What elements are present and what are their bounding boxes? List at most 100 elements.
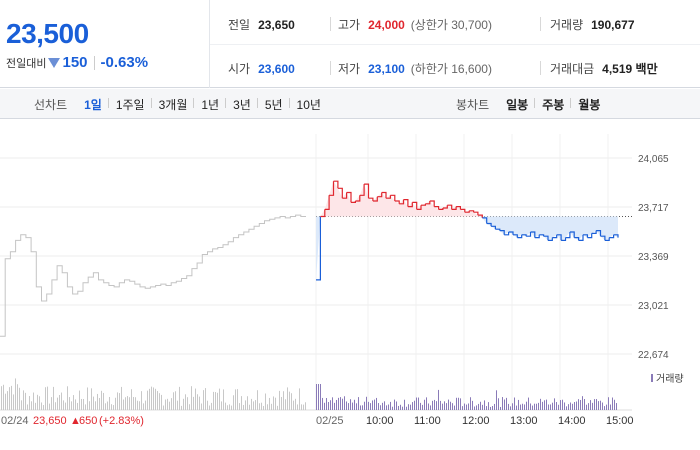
stat-value: 24,000 bbox=[368, 17, 405, 32]
volume-bar bbox=[408, 404, 409, 410]
volume-bar bbox=[474, 406, 475, 410]
volume-bar bbox=[398, 405, 399, 410]
volume-bar bbox=[522, 403, 523, 410]
period-1y[interactable]: 1년 bbox=[193, 96, 226, 113]
volume-bar bbox=[464, 403, 465, 410]
volume-bar bbox=[167, 398, 168, 410]
period-5y[interactable]: 5년 bbox=[256, 96, 290, 113]
volume-bar bbox=[295, 398, 296, 410]
volume-bar bbox=[181, 405, 182, 410]
change-value: 150 bbox=[62, 54, 88, 71]
volume-bar bbox=[586, 404, 587, 410]
volume-legend-label: 거래량 bbox=[656, 373, 684, 385]
today-line-segment bbox=[342, 192, 348, 199]
volume-bar bbox=[346, 401, 347, 410]
current-price: 23,500 bbox=[6, 18, 89, 49]
volume-bar bbox=[572, 403, 573, 410]
prev-day-up-icon: ▲ bbox=[70, 415, 81, 427]
volume-bar bbox=[213, 391, 214, 410]
volume-bar bbox=[199, 396, 200, 410]
volume-bar bbox=[540, 398, 541, 410]
volume-bar bbox=[422, 404, 423, 410]
stat-label: 거래량 bbox=[550, 18, 584, 32]
volume-bar bbox=[165, 399, 166, 410]
candle-daily[interactable]: 일봉 bbox=[506, 97, 529, 112]
volume-bar bbox=[334, 402, 335, 410]
volume-bar bbox=[47, 386, 48, 410]
period-3y[interactable]: 3년 bbox=[225, 96, 258, 113]
volume-bar bbox=[610, 404, 611, 410]
volume-bar bbox=[402, 406, 403, 410]
volume-bar bbox=[45, 387, 46, 410]
stat-label: 저가 bbox=[338, 62, 361, 76]
volume-bar bbox=[233, 395, 234, 410]
volume-bar bbox=[7, 391, 8, 410]
today-line-segment bbox=[604, 237, 610, 241]
today-line-segment bbox=[587, 233, 593, 239]
volume-bar bbox=[458, 397, 459, 410]
volume-bar bbox=[580, 399, 581, 410]
today-line-segment bbox=[526, 232, 532, 237]
upper-limit: (상한가 30,700) bbox=[410, 18, 492, 32]
volume-bar bbox=[19, 387, 20, 410]
volume-bar bbox=[594, 399, 595, 410]
volume-bar bbox=[528, 397, 529, 410]
volume-bar bbox=[67, 386, 68, 410]
candle-chart-periods: 봉차트 일봉 주봉 월봉 bbox=[456, 89, 607, 119]
volume-bar bbox=[205, 388, 206, 410]
today-line-segment bbox=[447, 204, 453, 210]
today-line-segment bbox=[499, 230, 505, 235]
volume-bar bbox=[366, 396, 367, 410]
y-tick-label: 22,674 bbox=[638, 350, 669, 361]
volume-bar bbox=[602, 402, 603, 410]
stats-divider bbox=[210, 44, 700, 45]
volume-bar bbox=[111, 404, 112, 410]
y-axis-labels: 24,065 23,717 23,369 23,021 22,674 bbox=[638, 154, 669, 361]
volume-bar bbox=[406, 406, 407, 410]
period-10y[interactable]: 10년 bbox=[288, 96, 328, 113]
stat-volume: 거래량 190,677 bbox=[550, 16, 635, 33]
change-row: 전일대비 150 -0.63% bbox=[6, 54, 148, 71]
candle-weekly[interactable]: 주봉 bbox=[534, 96, 571, 113]
divider bbox=[540, 61, 541, 75]
today-line-segment bbox=[407, 202, 413, 208]
y-tick-label: 23,369 bbox=[638, 252, 669, 263]
volume-bar bbox=[291, 393, 292, 410]
volume-bar bbox=[342, 398, 343, 410]
volume-bar bbox=[299, 388, 300, 410]
volume-bar bbox=[229, 404, 230, 410]
period-1w[interactable]: 1주일 bbox=[107, 96, 152, 113]
today-line-segment bbox=[368, 197, 374, 201]
volume-bar bbox=[273, 396, 274, 410]
stat-value: 23,650 bbox=[258, 17, 295, 32]
volume-bar bbox=[183, 398, 184, 410]
volume-bar bbox=[324, 402, 325, 410]
volume-bar bbox=[175, 391, 176, 410]
volume-bar bbox=[450, 401, 451, 410]
volume-bar bbox=[394, 399, 395, 410]
today-line-segment bbox=[473, 211, 479, 216]
today-line-segment bbox=[386, 195, 391, 199]
volume-legend-swatch bbox=[651, 374, 653, 382]
period-3m[interactable]: 3개월 bbox=[150, 96, 195, 113]
volume-bar bbox=[426, 397, 427, 410]
volume-bar bbox=[51, 397, 52, 410]
line-chart-title: 선차트 bbox=[34, 97, 68, 112]
volume-bar bbox=[289, 391, 290, 410]
volume-bar bbox=[255, 400, 256, 410]
volume-bar bbox=[225, 402, 226, 410]
period-1d[interactable]: 1일 bbox=[84, 97, 102, 112]
volume-bar bbox=[195, 388, 196, 410]
volume-bar bbox=[358, 397, 359, 410]
today-line-segment bbox=[574, 237, 580, 241]
volume-bar bbox=[362, 405, 363, 410]
volume-bar bbox=[482, 404, 483, 410]
volume-bar bbox=[516, 405, 517, 410]
volume-bar bbox=[490, 406, 491, 410]
candle-monthly[interactable]: 월봉 bbox=[570, 96, 607, 113]
volume-bar bbox=[245, 400, 246, 410]
volume-bar bbox=[155, 388, 156, 410]
today-line-segment bbox=[355, 195, 361, 202]
volume-bar bbox=[560, 400, 561, 410]
